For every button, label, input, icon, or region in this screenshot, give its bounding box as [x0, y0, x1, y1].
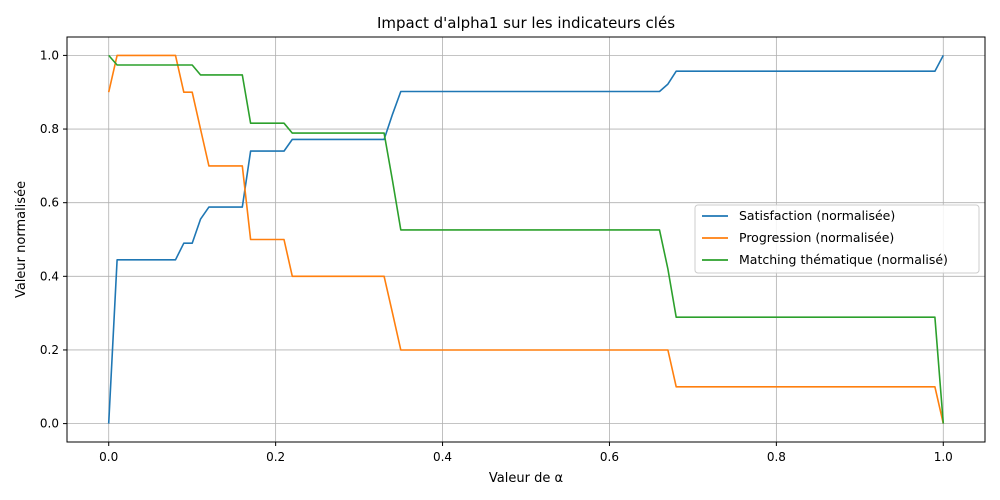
x-tick-label: 0.4 — [433, 450, 452, 464]
y-tick-label: 0.8 — [40, 122, 59, 136]
x-tick-label: 1.0 — [934, 450, 953, 464]
y-tick-label: 0.0 — [40, 417, 59, 431]
series-line-2 — [107, 54, 945, 424]
legend-label: Progression (normalisée) — [739, 230, 894, 245]
y-tick-label: 0.6 — [40, 196, 59, 210]
series-lines — [107, 54, 945, 424]
plot-frame — [66, 36, 986, 443]
y-axis-label: Valeur normalisée — [14, 181, 29, 298]
x-tick-label: 0.0 — [99, 450, 118, 464]
legend-box — [694, 204, 980, 274]
x-tick-label: 0.6 — [600, 450, 619, 464]
x-tick-label: 0.2 — [266, 450, 285, 464]
y-tick-label: 0.4 — [40, 269, 59, 283]
x-axis-label: Valeur de α — [489, 471, 563, 486]
chart-title: Impact d'alpha1 sur les indicateurs clés — [377, 14, 675, 32]
series-line-1 — [107, 55, 945, 424]
y-tick-label: 0.2 — [40, 343, 59, 357]
legend-label: Matching thématique (normalisé) — [739, 252, 948, 267]
legend-label: Satisfaction (normalisée) — [739, 208, 895, 223]
y-tick-label: 1.0 — [40, 48, 59, 62]
series-line-3 — [108, 54, 945, 424]
axis-ticks: 0.0 0.2 0.4 0.6 0.8 1.0 0.0 0.2 0.4 0.6 0.8 1.0 — [40, 48, 953, 464]
legend: Satisfaction (normalisée) Progression (no… — [694, 204, 980, 274]
x-tick-label: 0.8 — [767, 450, 786, 464]
